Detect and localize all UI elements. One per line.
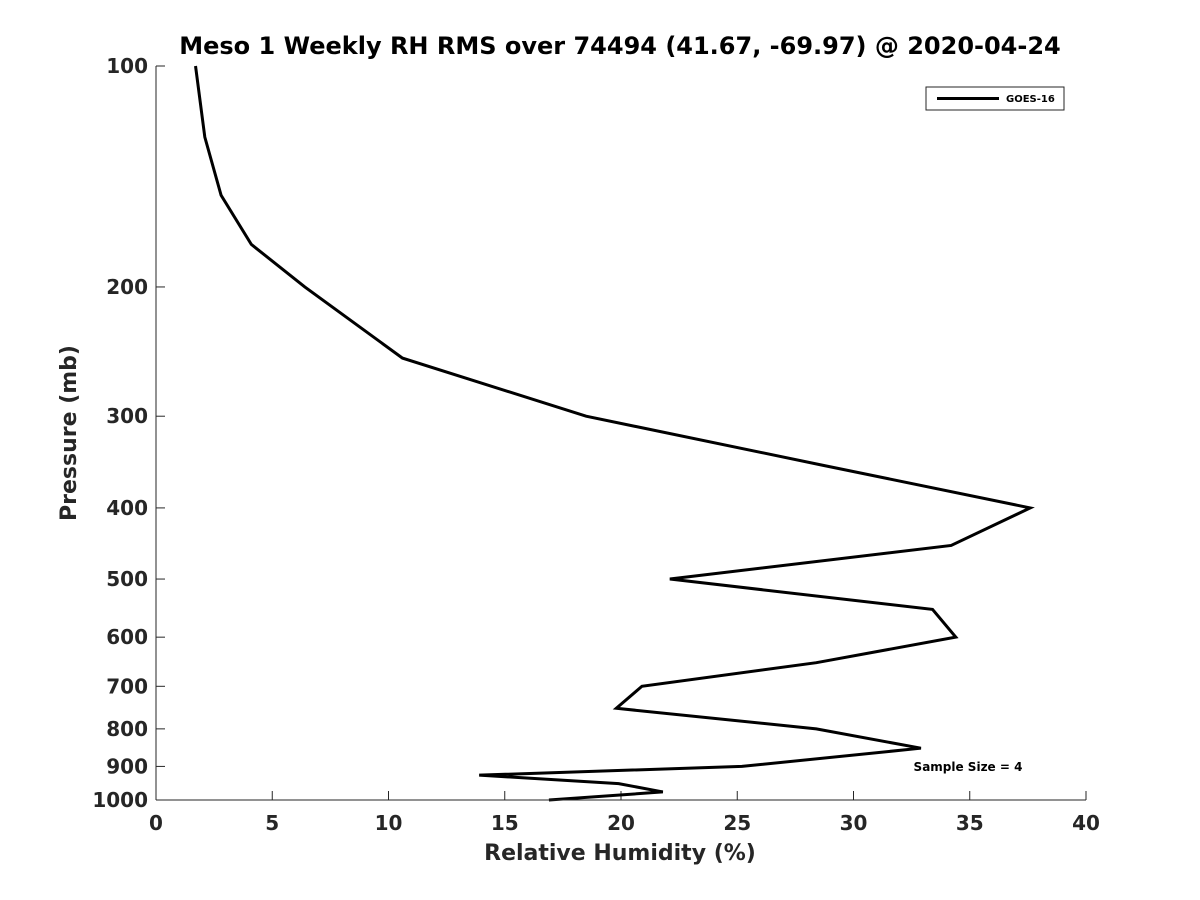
series-layer [194,65,1035,802]
y-axis-ticks: 100 200 300 400 500 600 700 800 900 1000 [92,54,165,812]
x-tick-label: 25 [723,811,751,835]
y-tick-label: 600 [106,625,148,649]
x-tick-label: 30 [840,811,868,835]
y-tick-label: 300 [106,404,148,428]
y-tick-label: 700 [106,674,148,698]
y-tick-label: 900 [106,754,148,778]
x-axis-label: Relative Humidity (%) [484,841,756,866]
y-tick-label: 800 [106,717,148,741]
x-tick-label: 35 [956,811,984,835]
sample-size-annotation: Sample Size = 4 [914,760,1023,774]
y-tick-label: 400 [106,496,148,520]
series-line-goes-16 [194,65,1035,802]
y-axis-label: Pressure (mb) [57,345,82,521]
legend: GOES-16 [925,86,1065,111]
x-tick-label: 40 [1072,811,1100,835]
x-tick-label: 0 [149,811,163,835]
x-tick-label: 20 [607,811,635,835]
x-tick-label: 10 [375,811,403,835]
y-tick-label: 200 [106,275,148,299]
x-tick-label: 15 [491,811,519,835]
chart-title: Meso 1 Weekly RH RMS over 74494 (41.67, … [179,32,1061,60]
y-tick-label: 100 [106,54,148,78]
x-tick-label: 5 [265,811,279,835]
y-tick-label: 500 [106,567,148,591]
legend-label-goes-16: GOES-16 [1006,94,1055,105]
x-axis-ticks: 0 5 10 15 20 25 30 35 40 [149,791,1100,835]
y-tick-label: 1000 [92,788,148,812]
